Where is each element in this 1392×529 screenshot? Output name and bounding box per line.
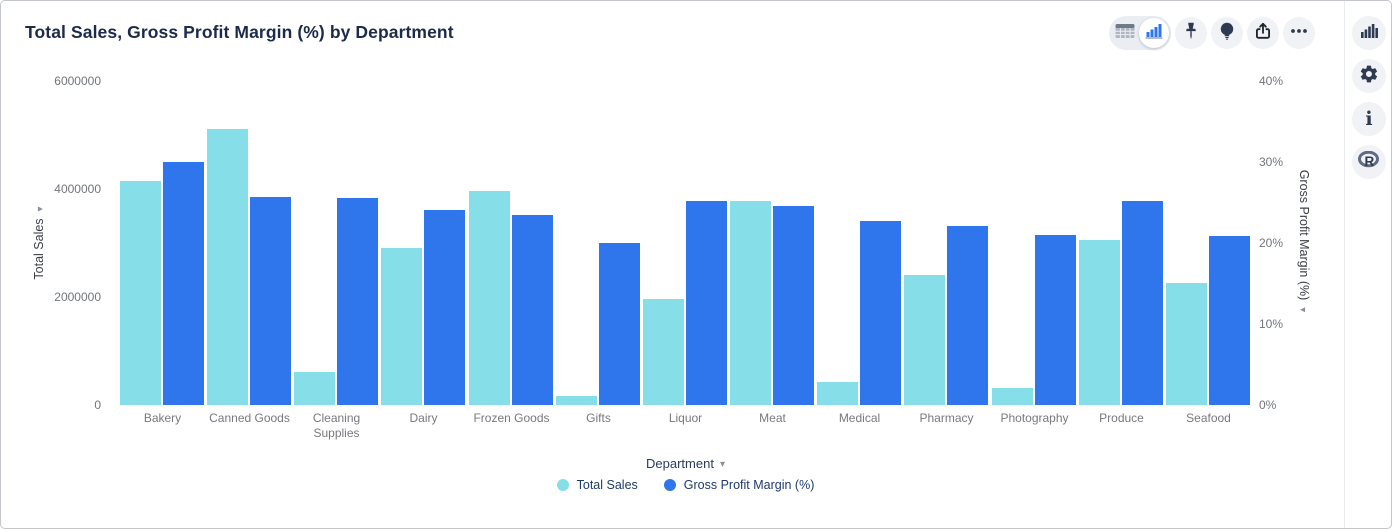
legend-item-total-sales[interactable]: Total Sales	[556, 478, 638, 492]
y-left-tick-0: 0	[94, 398, 101, 412]
x-label-canned-goods: Canned Goods	[209, 411, 290, 425]
plot-area	[119, 81, 1252, 405]
lightbulb-icon	[1217, 21, 1237, 46]
svg-text:R: R	[1365, 154, 1375, 169]
ellipsis-icon	[1289, 21, 1309, 46]
x-label-meat: Meat	[759, 411, 786, 425]
bar-gross-profit-margin-photography[interactable]	[1035, 235, 1076, 405]
bar-total-sales-meat[interactable]	[730, 201, 771, 405]
x-label-cleaning-supplies: Cleaning Supplies	[312, 411, 361, 440]
table-icon	[1115, 23, 1135, 44]
bar-total-sales-medical[interactable]	[817, 382, 858, 405]
chevron-down-icon: ▾	[719, 459, 725, 470]
pin-button[interactable]	[1175, 17, 1207, 49]
x-label-medical: Medical	[838, 411, 881, 425]
y-left-tick-6000000: 6000000	[54, 74, 101, 88]
y-left-tick-2000000: 2000000	[54, 290, 101, 304]
bar-gross-profit-margin-frozen-goods[interactable]	[512, 215, 553, 405]
bar-chart-icon	[1360, 23, 1378, 44]
sidebar-r-button[interactable]: R	[1352, 145, 1386, 179]
x-label-gifts: Gifts	[586, 411, 611, 425]
sidebar-settings-button[interactable]	[1352, 59, 1386, 93]
more-button[interactable]	[1283, 17, 1315, 49]
pin-icon	[1181, 21, 1201, 46]
bar-gross-profit-margin-seafood[interactable]	[1209, 236, 1250, 405]
legend-label: Total Sales	[576, 478, 638, 492]
axis-arrow-icon: ▾	[1297, 307, 1308, 313]
y-right-tick-30: 30%	[1259, 155, 1284, 169]
bar-total-sales-liquor[interactable]	[643, 299, 684, 405]
bar-total-sales-gifts[interactable]	[556, 396, 597, 405]
bar-total-sales-seafood[interactable]	[1166, 283, 1207, 405]
x-axis-labels: Bakery Canned Goods Cleaning Supplies Dairy…	[119, 411, 1252, 451]
sidebar-info-button[interactable]: i	[1352, 102, 1386, 136]
bar-gross-profit-margin-bakery[interactable]	[163, 162, 204, 405]
chart-view-button[interactable]	[1139, 18, 1169, 48]
x-label-seafood: Seafood	[1186, 411, 1231, 425]
gear-icon	[1359, 64, 1379, 89]
sidebar-charts-button[interactable]	[1352, 16, 1386, 50]
bar-gross-profit-margin-dairy[interactable]	[424, 210, 465, 405]
x-label-frozen-goods: Frozen Goods	[473, 411, 550, 425]
bar-gross-profit-margin-produce[interactable]	[1122, 201, 1163, 405]
bar-total-sales-frozen-goods[interactable]	[469, 191, 510, 405]
x-axis-title-row: Department ▾	[119, 455, 1252, 473]
sidebar-divider	[1344, 1, 1345, 528]
share-icon	[1253, 21, 1273, 46]
insights-button[interactable]	[1211, 17, 1243, 49]
x-label-produce: Produce	[1099, 411, 1144, 425]
x-label-liquor: Liquor	[668, 411, 703, 425]
info-icon: i	[1365, 107, 1373, 130]
legend-dot-icon	[663, 479, 676, 491]
legend-label: Gross Profit Margin (%)	[683, 478, 815, 492]
x-label-dairy: Dairy	[409, 411, 438, 425]
bar-total-sales-cleaning-supplies[interactable]	[294, 372, 335, 405]
bar-gross-profit-margin-medical[interactable]	[860, 221, 901, 405]
r-logo-icon: R	[1358, 150, 1380, 174]
x-axis-title-text: Department	[646, 456, 714, 471]
bar-gross-profit-margin-gifts[interactable]	[599, 243, 640, 405]
table-view-button[interactable]	[1111, 19, 1139, 47]
bar-total-sales-produce[interactable]	[1079, 240, 1120, 405]
y-right-tick-20: 20%	[1259, 236, 1284, 250]
x-label-photography: Photography	[1000, 411, 1069, 425]
x-axis-title[interactable]: Department ▾	[646, 456, 725, 471]
x-label-pharmacy: Pharmacy	[919, 411, 974, 425]
y-right-tick-0: 0%	[1259, 398, 1277, 412]
y-axis-left-title[interactable]: Total Sales ▾	[32, 206, 46, 279]
export-button[interactable]	[1247, 17, 1279, 49]
bar-total-sales-dairy[interactable]	[381, 248, 422, 405]
bar-gross-profit-margin-canned-goods[interactable]	[250, 197, 291, 405]
x-label-bakery: Bakery	[143, 411, 182, 425]
bar-gross-profit-margin-cleaning-supplies[interactable]	[337, 198, 378, 405]
y-axis-left-label: Total Sales	[32, 218, 46, 280]
y-left-tick-4000000: 4000000	[54, 182, 101, 196]
axis-arrow-icon: ▾	[35, 206, 46, 212]
view-toggle	[1109, 16, 1171, 50]
y-right-tick-10: 10%	[1259, 317, 1284, 331]
legend-dot-icon	[556, 479, 569, 491]
bar-total-sales-photography[interactable]	[992, 388, 1033, 405]
bar-gross-profit-margin-pharmacy[interactable]	[947, 226, 988, 405]
page-title: Total Sales, Gross Profit Margin (%) by …	[25, 22, 454, 42]
bar-total-sales-pharmacy[interactable]	[904, 275, 945, 405]
chart-toolbar	[1109, 16, 1315, 50]
bar-total-sales-canned-goods[interactable]	[207, 129, 248, 405]
bar-gross-profit-margin-meat[interactable]	[773, 206, 814, 405]
bar-chart-icon	[1145, 23, 1163, 44]
legend-item-gross-profit-margin[interactable]: Gross Profit Margin (%)	[663, 478, 815, 492]
chart-legend: Total Sales Gross Profit Margin (%)	[119, 478, 1252, 492]
bar-total-sales-bakery[interactable]	[120, 181, 161, 405]
y-right-tick-40: 40%	[1259, 74, 1284, 88]
bar-gross-profit-margin-liquor[interactable]	[686, 201, 727, 405]
